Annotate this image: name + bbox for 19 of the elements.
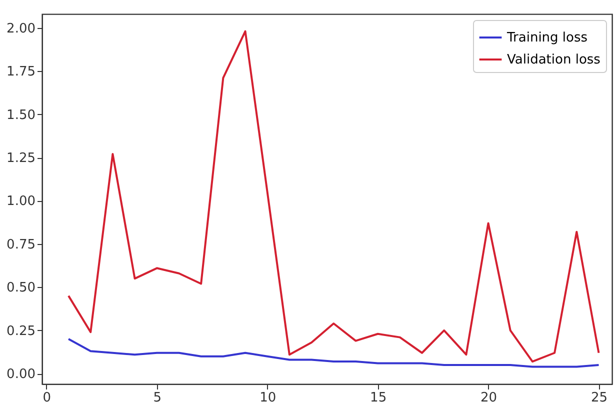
line-series xyxy=(68,30,600,363)
x-tick-label: 15 xyxy=(370,390,387,406)
legend-label: Validation loss xyxy=(507,52,601,68)
y-tick-label: 0.75 xyxy=(6,237,36,252)
y-tick-label: 1.00 xyxy=(6,194,36,210)
y-tick-label: 2.00 xyxy=(6,21,36,36)
x-tick-label: 5 xyxy=(153,390,162,406)
y-tick-label: 0.25 xyxy=(6,324,36,339)
line-series xyxy=(68,338,600,368)
y-tick-label: 1.25 xyxy=(6,151,36,166)
y-tick-label: 0.00 xyxy=(6,367,36,382)
x-tick-label: 10 xyxy=(260,390,276,406)
x-tick-label: 25 xyxy=(590,390,608,406)
y-tick-label: 1.50 xyxy=(6,108,36,123)
x-tick-label: 0 xyxy=(42,390,52,406)
y-tick-label: 0.50 xyxy=(6,280,36,296)
legend-label: Training loss xyxy=(506,30,588,46)
x-tick-label: 20 xyxy=(480,390,498,406)
y-tick-label: 1.75 xyxy=(6,64,36,80)
